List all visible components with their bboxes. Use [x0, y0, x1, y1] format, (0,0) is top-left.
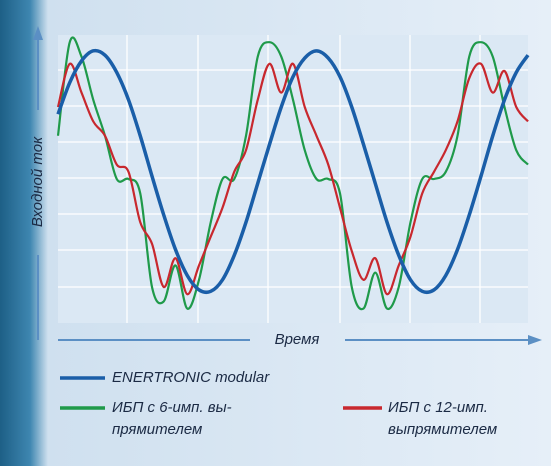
legend-label: ИБП с 6-имп. вы- прямителем — [112, 399, 232, 438]
series-line — [56, 62, 529, 296]
series-lines — [56, 36, 530, 311]
series-line — [56, 48, 530, 295]
series-line — [56, 36, 529, 311]
legend-label: ИБП с 12-имп. выпрямителем — [388, 399, 498, 438]
grid — [58, 35, 528, 323]
plot-area — [58, 35, 528, 323]
x-axis — [58, 335, 542, 345]
y-axis — [33, 26, 43, 340]
y-axis-label: Входной ток — [29, 136, 46, 227]
legend-label: ENERTRONIC modular — [112, 369, 270, 386]
x-axis-label: Время — [275, 331, 320, 348]
